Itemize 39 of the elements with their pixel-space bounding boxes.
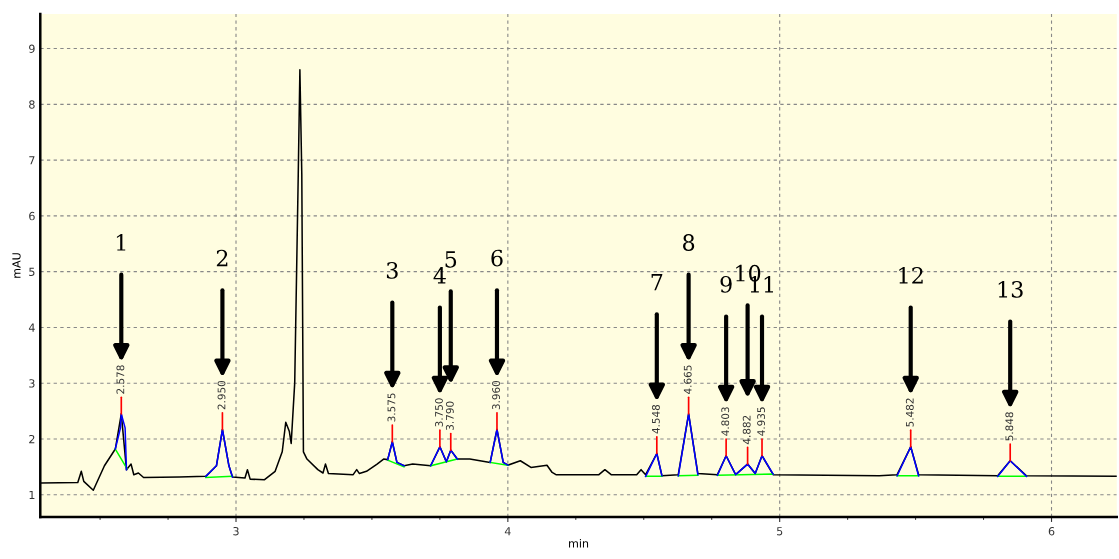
annotation: 8 — [683, 234, 695, 251]
y-tick-label: 6 — [29, 211, 35, 221]
annotation: 3.575 — [387, 393, 396, 422]
annotation: 5 — [445, 251, 457, 268]
annotation: 4.665 — [683, 365, 692, 394]
annotation: 4.882 — [742, 415, 751, 445]
annotation: 7 — [651, 273, 663, 291]
x-tick-label: 4 — [504, 527, 511, 536]
x-tick-label: 3 — [233, 526, 239, 536]
annotation: 4.935 — [757, 407, 766, 436]
annotation: 12 — [899, 266, 923, 284]
annotation: 5.848 — [1005, 412, 1014, 441]
annotation: 4 — [433, 266, 446, 284]
annotation: 2.950 — [217, 380, 226, 410]
x-tick-label: 5 — [777, 527, 783, 536]
y-tick-label: 8 — [29, 100, 35, 109]
y-tick-label: 2 — [29, 434, 35, 444]
y-tick-label: 9 — [29, 44, 35, 53]
x-tick-label: 6 — [1048, 526, 1055, 536]
y-axis-title: mAU — [12, 253, 21, 278]
annotation: 6 — [491, 249, 503, 267]
y-tick-label: 3 — [29, 379, 35, 388]
y-tick-label: 7 — [29, 156, 35, 165]
annotation: 2.578 — [116, 365, 125, 394]
annotation: 3 — [386, 261, 398, 279]
annotation: 3.750 — [435, 398, 443, 427]
annotation: 2 — [216, 249, 228, 267]
y-tick-label: 4 — [28, 323, 35, 332]
y-tick-label: 5 — [29, 267, 35, 277]
annotation: 13 — [998, 280, 1023, 298]
annotation: 3.790 — [445, 401, 454, 430]
annotation: 3.960 — [492, 380, 500, 410]
x-axis-title: min — [569, 538, 589, 548]
annotation: 4.548 — [651, 404, 660, 434]
y-tick-label: 1 — [29, 490, 35, 499]
annotation: 5.482 — [905, 398, 914, 427]
annotation: 9 — [720, 275, 732, 293]
annotation: 1 — [116, 234, 126, 251]
annotation: 4.803 — [721, 407, 730, 436]
